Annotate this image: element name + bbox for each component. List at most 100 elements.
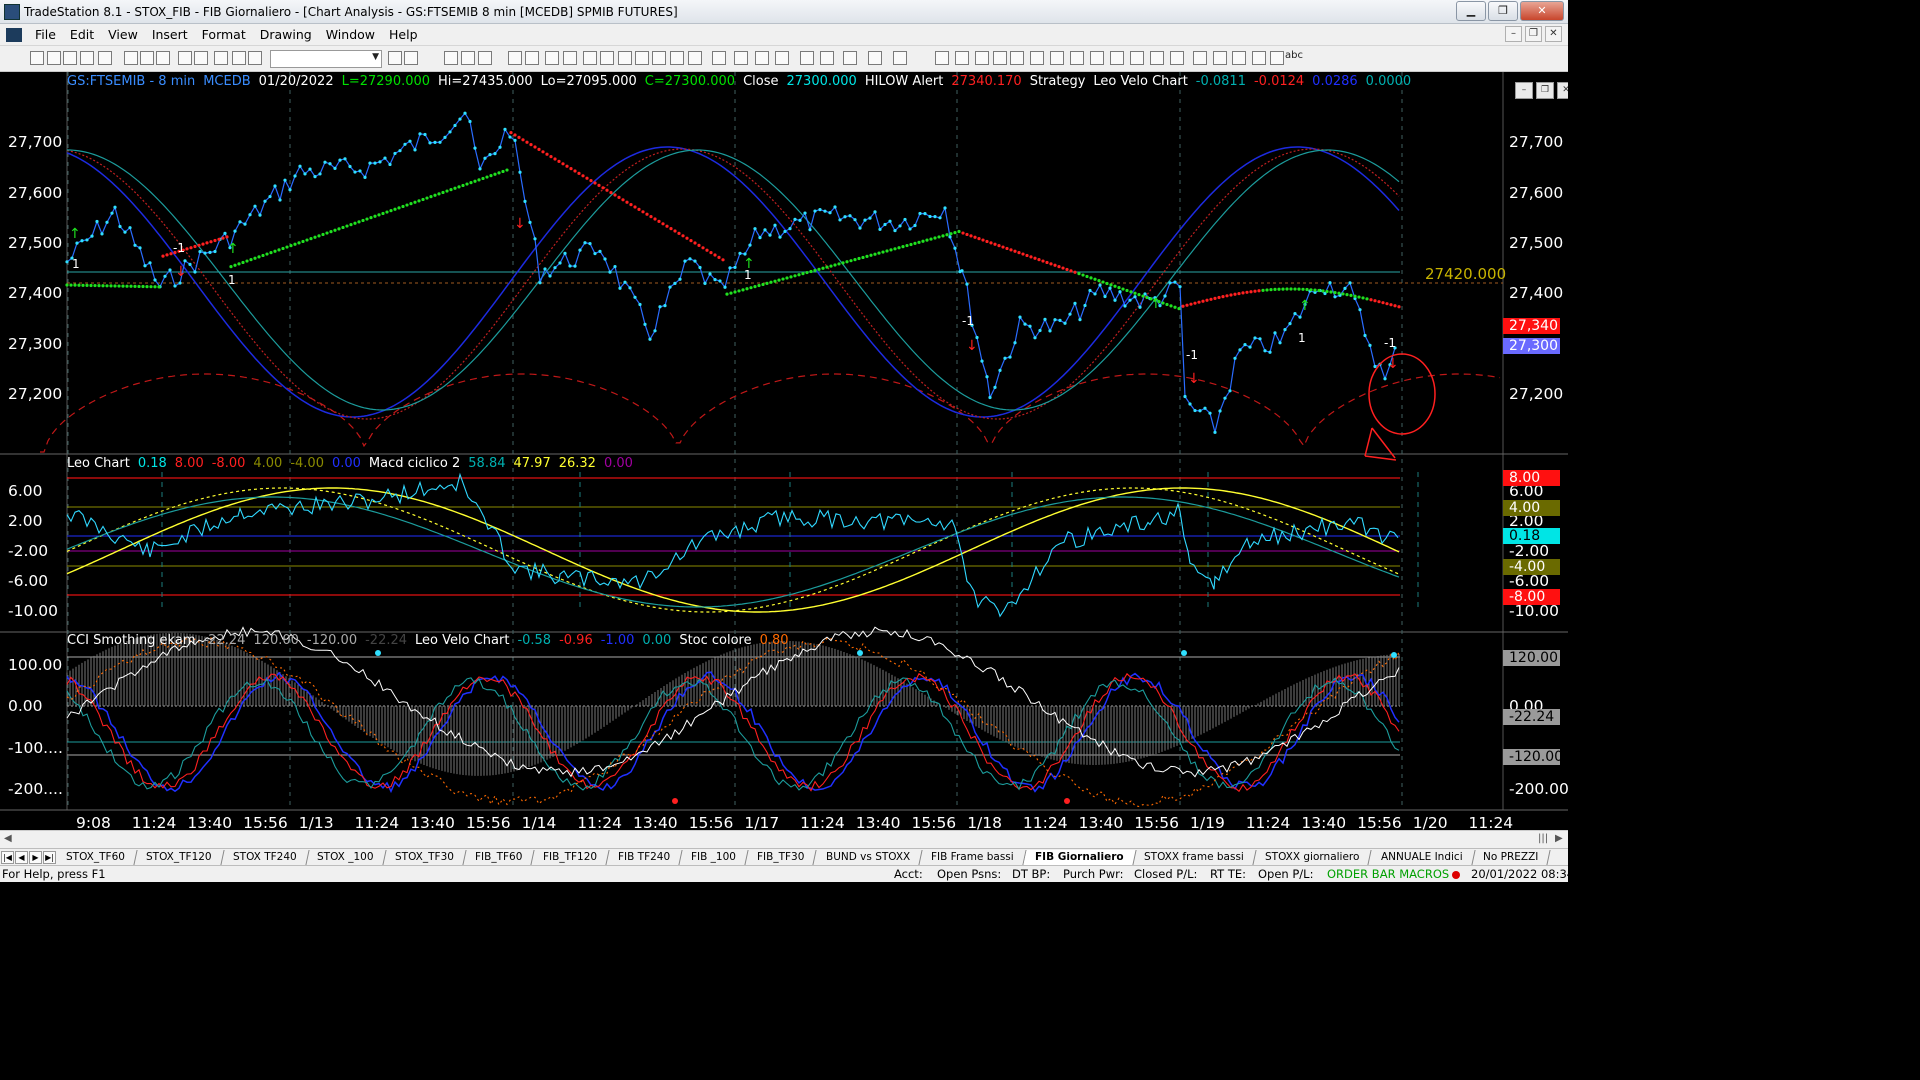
toolbar-tool-icon[interactable]: [843, 51, 857, 65]
maximize-button[interactable]: ❐: [1488, 1, 1518, 21]
scroll-left-icon[interactable]: ◀: [4, 833, 12, 844]
toolbar-tool-icon[interactable]: [388, 51, 402, 65]
toolbar-tool-icon[interactable]: [635, 51, 649, 65]
symbol-combo[interactable]: ▼: [270, 50, 382, 68]
toolbar-tool-icon[interactable]: [600, 51, 614, 65]
workspace-tab[interactable]: No PREZZI: [1471, 849, 1552, 865]
toolbar-tool-icon[interactable]: [618, 51, 632, 65]
toolbar-tool-icon[interactable]: [1150, 51, 1164, 65]
toolbar-tool-icon[interactable]: [525, 51, 539, 65]
toolbar-tool-icon[interactable]: [1070, 51, 1084, 65]
menu-edit[interactable]: Edit: [69, 27, 95, 42]
doc-minimize-button[interactable]: –: [1505, 26, 1522, 42]
text-tool-button[interactable]: abc: [1285, 50, 1303, 61]
status-order-bar[interactable]: ORDER BAR MACROS: [1327, 867, 1461, 881]
menu-format[interactable]: Format: [201, 27, 246, 42]
toolbar-tool-icon[interactable]: [755, 51, 769, 65]
toolbar-tool-icon[interactable]: [955, 51, 969, 65]
toolbar-tool-icon[interactable]: [800, 51, 814, 65]
toolbar-tool-icon[interactable]: [178, 51, 192, 65]
toolbar-tool-icon[interactable]: [404, 51, 418, 65]
toolbar-tool-icon[interactable]: [508, 51, 522, 65]
workspace-tab[interactable]: FIB TF240: [606, 849, 683, 865]
toolbar-tool-icon[interactable]: [652, 51, 666, 65]
chart-horizontal-scrollbar[interactable]: ◀ ||| ▶: [0, 830, 1568, 848]
scroll-right-icon[interactable]: ▶: [1555, 833, 1563, 844]
chart-window-icon[interactable]: [6, 27, 22, 42]
toolbar-tool-icon[interactable]: [1090, 51, 1104, 65]
toolbar-tool-icon[interactable]: [545, 51, 559, 65]
menu-help[interactable]: Help: [389, 27, 418, 42]
menu-insert[interactable]: Insert: [151, 27, 188, 42]
workspace-tab[interactable]: STOX_TF30: [383, 849, 467, 865]
menu-window[interactable]: Window: [325, 27, 376, 42]
toolbar-tool-icon[interactable]: [47, 51, 61, 65]
chart-minimize-button[interactable]: –: [1515, 82, 1533, 99]
toolbar-tool-icon[interactable]: [1193, 51, 1207, 65]
toolbar-tool-icon[interactable]: [1170, 51, 1184, 65]
toolbar-tool-icon[interactable]: [1213, 51, 1227, 65]
workspace-tab[interactable]: ANNUALE Indici: [1368, 849, 1475, 865]
workspace-tab[interactable]: STOX_TF60: [54, 849, 138, 865]
toolbar-tool-icon[interactable]: [478, 51, 492, 65]
workspace-tab[interactable]: STOXX giornaliero: [1253, 849, 1373, 865]
toolbar-tool-icon[interactable]: [1010, 51, 1024, 65]
toolbar-tool-icon[interactable]: [868, 51, 882, 65]
workspace-tab[interactable]: STOX _100: [305, 849, 387, 865]
toolbar-tool-icon[interactable]: [583, 51, 597, 65]
toolbar-tool-icon[interactable]: [1050, 51, 1064, 65]
menu-file[interactable]: File: [35, 27, 56, 42]
doc-close-button[interactable]: ✕: [1545, 26, 1562, 42]
toolbar-tool-icon[interactable]: [670, 51, 684, 65]
toolbar-tool-icon[interactable]: [248, 51, 262, 65]
toolbar-tool-icon[interactable]: [140, 51, 154, 65]
workspace-tab[interactable]: FIB Giornaliero: [1023, 849, 1136, 865]
chart-canvas[interactable]: ↑ ↓ ↑ ↓ ↑ ↓ ↑ ↓ ↑ ↓ 1 -1 1 1 -1 -1 1 -1: [0, 72, 1568, 830]
toolbar-tool-icon[interactable]: [712, 51, 726, 65]
workspace-tab[interactable]: FIB_TF120: [531, 849, 610, 865]
toolbar-tool-icon[interactable]: [444, 51, 458, 65]
toolbar-tool-icon[interactable]: [688, 51, 702, 65]
tab-last-icon[interactable]: ▶|: [43, 850, 56, 864]
workspace-tab[interactable]: FIB_TF30: [745, 849, 818, 865]
toolbar-tool-icon[interactable]: [194, 51, 208, 65]
toolbar-tool-icon[interactable]: [993, 51, 1007, 65]
toolbar-tool-icon[interactable]: [156, 51, 170, 65]
toolbar-tool-icon[interactable]: [563, 51, 577, 65]
toolbar-tool-icon[interactable]: [820, 51, 834, 65]
toolbar-tool-icon[interactable]: [734, 51, 748, 65]
workspace-tab[interactable]: FIB _100: [679, 849, 749, 865]
toolbar-tool-icon[interactable]: [1030, 51, 1044, 65]
menu-drawing[interactable]: Drawing: [259, 27, 312, 42]
toolbar-tool-icon[interactable]: [232, 51, 246, 65]
toolbar-tool-icon[interactable]: [63, 51, 77, 65]
tab-next-icon[interactable]: ▶: [29, 850, 42, 864]
toolbar-tool-icon[interactable]: [1270, 51, 1284, 65]
close-button[interactable]: ✕: [1520, 1, 1564, 21]
workspace-tab[interactable]: FIB Frame bassi: [919, 849, 1027, 865]
workspace-tab[interactable]: STOX_TF120: [134, 849, 225, 865]
toolbar-tool-icon[interactable]: [893, 51, 907, 65]
workspace-tab[interactable]: STOX TF240: [220, 849, 309, 865]
toolbar-tool-icon[interactable]: [30, 51, 44, 65]
menu-view[interactable]: View: [108, 27, 138, 42]
toolbar-tool-icon[interactable]: [775, 51, 789, 65]
chart-close-button[interactable]: ✕: [1557, 82, 1568, 99]
workspace-tab[interactable]: STOXX frame bassi: [1132, 849, 1257, 865]
tab-prev-icon[interactable]: ◀: [15, 850, 28, 864]
toolbar-tool-icon[interactable]: [935, 51, 949, 65]
chart-analysis-window[interactable]: ↑ ↓ ↑ ↓ ↑ ↓ ↑ ↓ ↑ ↓ 1 -1 1 1 -1 -1 1 -1 – ❐ ✕ GS:FTSEMIB …: [0, 72, 1568, 832]
chart-restore-button[interactable]: ❐: [1536, 82, 1554, 99]
toolbar-tool-icon[interactable]: [1232, 51, 1246, 65]
toolbar-tool-icon[interactable]: [1130, 51, 1144, 65]
doc-restore-button[interactable]: ❐: [1525, 26, 1542, 42]
scroll-handle-icon[interactable]: |||: [1538, 833, 1549, 844]
toolbar-tool-icon[interactable]: [1110, 51, 1124, 65]
toolbar-tool-icon[interactable]: [214, 51, 228, 65]
toolbar-tool-icon[interactable]: [98, 51, 112, 65]
tab-first-icon[interactable]: |◀: [1, 850, 14, 864]
workspace-tab[interactable]: BUND vs STOXX: [814, 849, 923, 865]
toolbar-tool-icon[interactable]: [975, 51, 989, 65]
toolbar-tool-icon[interactable]: [461, 51, 475, 65]
workspace-tab[interactable]: FIB_TF60: [463, 849, 535, 865]
